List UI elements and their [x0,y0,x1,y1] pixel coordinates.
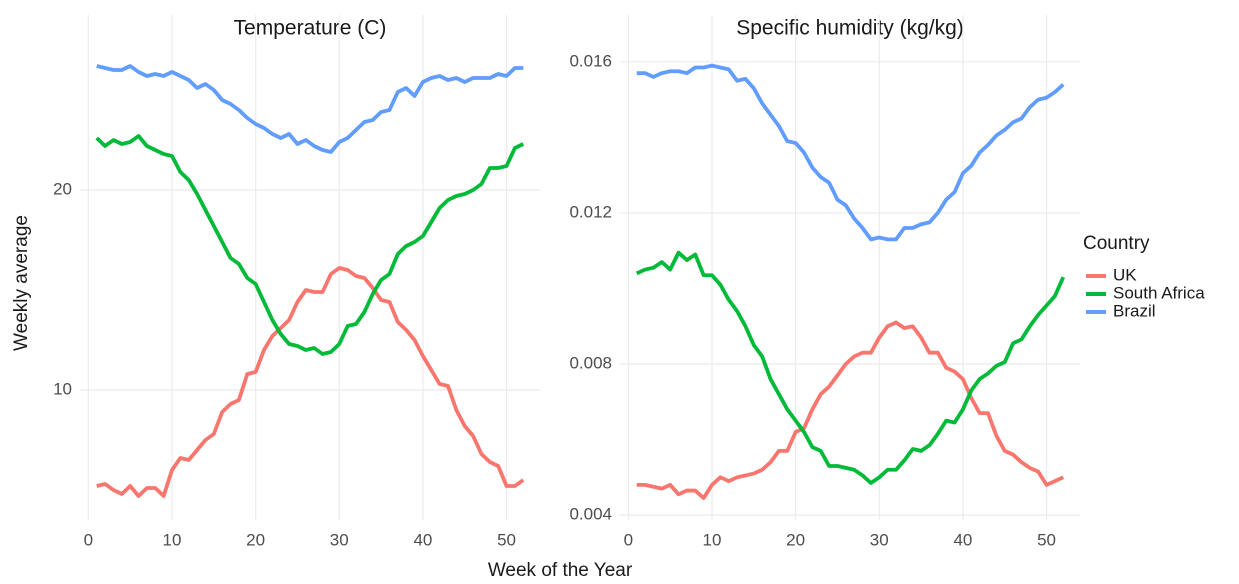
x-tick-label: 0 [84,530,93,549]
x-tick-label: 30 [870,530,889,549]
line [96,64,524,154]
x-tick-label: 10 [163,530,182,549]
x-tick-label: 50 [1037,530,1056,549]
line [95,134,525,356]
y-tick-label: 0.008 [569,353,612,372]
x-tick-label: 10 [703,530,722,549]
line [635,250,1066,485]
x-tick-label: 30 [330,530,349,549]
y-axis-title: Weekly average [11,215,32,351]
panel-title: Temperature (C) [234,17,387,40]
y-tick-label: 0.004 [569,505,612,524]
legend-label: Brazil [1113,301,1156,320]
x-tick-label: 40 [953,530,972,549]
panel-title: Specific humidity (kg/kg) [736,17,964,40]
y-tick-label: 0.016 [569,51,612,70]
y-tick-label: 10 [53,379,72,398]
x-tick-label: 50 [497,530,516,549]
line [96,266,525,498]
x-tick-label: 20 [786,530,805,549]
legend-label: South Africa [1113,283,1205,302]
x-tick-label: 0 [624,530,633,549]
line [636,63,1065,242]
x-axis-title: Week of the Year [488,560,633,581]
x-tick-label: 20 [246,530,265,549]
line [636,320,1065,500]
y-tick-label: 0.012 [569,202,612,221]
y-tick-label: 20 [53,179,72,198]
x-tick-label: 40 [413,530,432,549]
legend-title: Country [1083,233,1150,254]
legend-label: UK [1113,265,1137,284]
